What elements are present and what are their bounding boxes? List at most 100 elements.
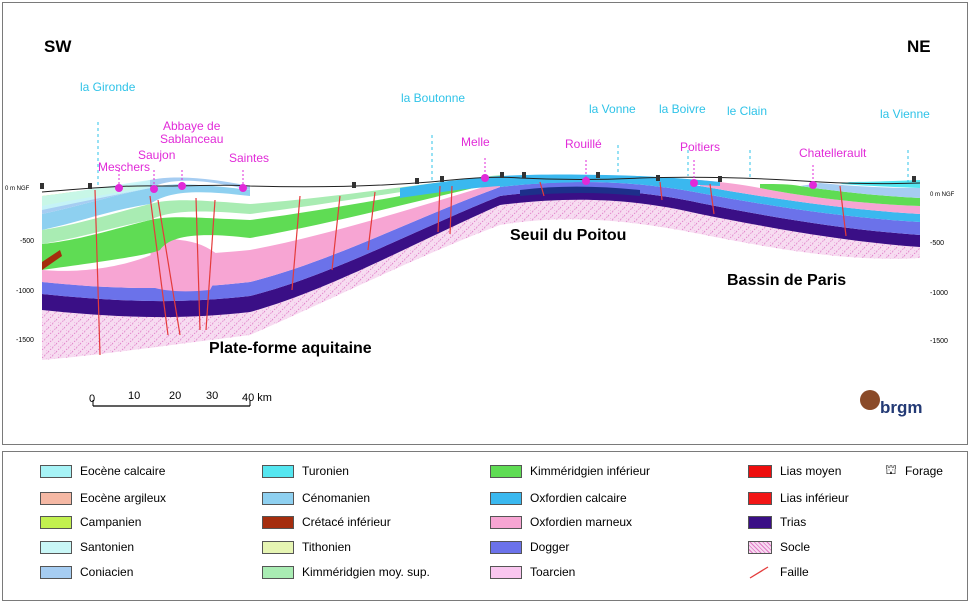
legend-item: Santonien <box>40 538 134 556</box>
legend-swatch <box>40 540 72 554</box>
river-vienne: la Vienne <box>880 107 930 121</box>
legend-swatch <box>262 565 294 579</box>
legend-item: Cénomanien <box>262 489 370 507</box>
river-boivre: la Boivre <box>659 102 706 116</box>
layer-cretace-inf <box>42 250 62 270</box>
town-poitiers: Poitiers <box>680 140 721 154</box>
legend-swatch <box>490 464 522 478</box>
legend-item: Toarcien <box>490 563 575 581</box>
legend-item: Oxfordien marneux <box>490 513 632 531</box>
legend-swatch <box>490 540 522 554</box>
layer-cenomanien <box>42 184 250 230</box>
scale-tick-0: 0 <box>89 393 96 405</box>
legend-item: Eocène argileux <box>40 489 166 507</box>
town-abbaye-sablanceau: Abbaye de Sablanceau <box>160 119 224 146</box>
scale-tick-40km: 40 km <box>242 392 272 404</box>
legend-label: Oxfordien calcaire <box>530 491 627 505</box>
legend-label: Toarcien <box>530 565 576 579</box>
legend-swatch <box>40 515 72 529</box>
brgm-logo-mark <box>860 390 880 410</box>
legend-item: Campanien <box>40 513 141 531</box>
direction-ne: NE <box>907 37 931 56</box>
legend-swatch <box>748 540 772 554</box>
legend-label: Campanien <box>80 515 142 529</box>
legend-label: Santonien <box>80 540 135 554</box>
faults <box>94 181 847 356</box>
town-chatellerault: Chatellerault <box>799 146 867 160</box>
depth-right-0: 0 m NGF <box>930 192 955 198</box>
scale-bar <box>92 400 251 407</box>
legend-item: Kimméridgien moy. sup. <box>262 563 430 581</box>
legend-swatch <box>40 464 72 478</box>
legend-item: Socle <box>748 538 810 556</box>
town-rouille: Rouillé <box>565 137 602 151</box>
legend-label: Eocène calcaire <box>80 464 166 478</box>
legend-swatch <box>40 565 72 579</box>
depth-left-1500: -1500 <box>16 337 34 344</box>
geological-section <box>40 122 921 360</box>
legend-swatch <box>490 515 522 529</box>
depth-left-500: -500 <box>20 238 35 245</box>
legend-item: Turonien <box>262 462 349 480</box>
legend-item: Trias <box>748 513 806 531</box>
legend-label: Tithonien <box>302 540 351 554</box>
town-saintes: Saintes <box>229 151 270 165</box>
legend-panel <box>2 451 968 601</box>
layer-dogger <box>42 182 920 302</box>
region-seuil-poitou: Seuil du Poitou <box>510 227 627 244</box>
depth-left-0: 0 m NGF <box>5 186 30 192</box>
layer-trias <box>42 190 920 318</box>
legend-swatch <box>748 491 772 505</box>
legend-item: Lias moyen <box>748 462 841 480</box>
legend-label: Faille <box>780 565 809 579</box>
legend-label: Lias inférieur <box>780 491 849 505</box>
legend-label: Turonien <box>302 464 349 478</box>
legend-label: Cénomanien <box>302 491 371 505</box>
legend-swatch <box>40 491 72 505</box>
layer-ne-cenomanien <box>800 183 920 198</box>
river-gironde: la Gironde <box>80 80 136 94</box>
legend-label: Kimméridgien inférieur <box>530 464 651 478</box>
borehole-icon: ⛫ <box>885 462 897 477</box>
legend-label: Oxfordien marneux <box>530 515 633 529</box>
legend-label: Socle <box>780 540 811 554</box>
legend-label: Eocène argileux <box>80 491 167 505</box>
legend-item: Oxfordien calcaire <box>490 489 627 507</box>
legend-item: Coniacien <box>40 563 133 581</box>
legend-swatch <box>262 515 294 529</box>
river-clain: le Clain <box>727 104 768 118</box>
layer-ne-oxfordien <box>700 180 920 214</box>
scale-tick-20: 20 <box>169 390 182 402</box>
legend-item: Crétacé inférieur <box>262 513 391 531</box>
layer-kimmeridgien-moy <box>42 175 500 244</box>
legend-swatch <box>262 540 294 554</box>
legend-label: Crétacé inférieur <box>302 515 391 529</box>
legend-label: Lias moyen <box>780 464 842 478</box>
scale-tick-30: 30 <box>206 390 219 402</box>
legend-swatch <box>490 491 522 505</box>
legend-label: Coniacien <box>80 565 134 579</box>
legend-label: Dogger <box>530 540 570 554</box>
legend-item: ⛫ Forage <box>885 462 943 480</box>
legend-label: Trias <box>780 515 807 529</box>
depth-right-1500: -1500 <box>930 338 948 345</box>
town-melle: Melle <box>461 135 490 149</box>
legend-swatch <box>262 464 294 478</box>
river-boutonne: la Boutonne <box>401 91 466 105</box>
legend-label: Kimméridgien moy. sup. <box>302 565 430 579</box>
legend-swatch <box>748 515 772 529</box>
layer-ne-kimmeridgien <box>760 184 920 206</box>
legend-item: Tithonien <box>262 538 351 556</box>
town-meschers: Meschers <box>98 160 151 174</box>
legend-label: Forage <box>904 464 943 478</box>
region-bassin-paris: Bassin de Paris <box>727 272 847 289</box>
layer-santonien <box>42 180 150 210</box>
layer-ne-dogger <box>500 175 920 222</box>
layer-socle <box>42 189 920 360</box>
river-vonne: la Vonne <box>589 102 636 116</box>
town-saujon: Saujon <box>138 148 176 162</box>
legend-item: Dogger <box>490 538 569 556</box>
region-plateforme-aquitaine: Plate-forme aquitaine <box>209 340 372 357</box>
scale-tick-10: 10 <box>128 390 141 402</box>
brgm-logo: brgm <box>880 398 923 417</box>
